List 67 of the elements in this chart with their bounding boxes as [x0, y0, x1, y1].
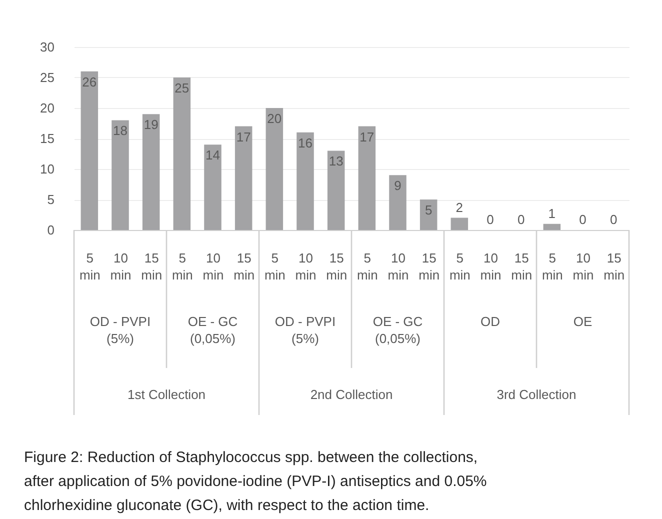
x-tick-label: 10 min — [110, 250, 132, 282]
y-tick-label: 25 — [40, 70, 54, 85]
x-tick-label: 5 min — [449, 250, 470, 282]
y-tick-label: 15 — [40, 131, 54, 146]
data-label: 0 — [579, 212, 586, 227]
data-label: 25 — [174, 80, 190, 96]
text: OE — [573, 314, 592, 329]
data-label: 2 — [456, 200, 464, 215]
bar — [358, 126, 376, 230]
x-tick-label: 10 min — [480, 250, 502, 282]
x-tick-label: 10 min — [388, 250, 409, 282]
x-tick-label: 10 min — [202, 250, 224, 282]
bar — [420, 200, 438, 230]
text: OD — [480, 314, 500, 329]
x-tick-label: 15 min — [604, 250, 625, 282]
bar — [389, 175, 406, 230]
text: OD - PVPI (5%) — [90, 314, 151, 346]
data-label: 17 — [236, 129, 251, 144]
data-label: 13 — [328, 154, 344, 169]
data-label: 5 — [424, 202, 432, 218]
y-tick-label: 10 — [40, 162, 54, 176]
x-tick-label: 5 min — [542, 250, 563, 282]
data-label: 0 — [486, 212, 494, 227]
bar — [296, 132, 314, 230]
data-label: 16 — [298, 135, 312, 150]
x-tick-label: 10 min — [295, 250, 316, 282]
text: 3rd Collection — [496, 387, 576, 402]
text: OE - GC (0,05%) — [372, 314, 423, 346]
bar — [204, 144, 222, 230]
bar — [80, 71, 98, 230]
text: OD - PVPI (5%) — [274, 314, 336, 346]
data-label: 26 — [82, 74, 97, 90]
data-label: 17 — [360, 129, 374, 144]
bar — [173, 78, 191, 230]
x-tick-label: 15 min — [326, 250, 348, 282]
bar — [142, 114, 160, 230]
text: 2nd Collection — [310, 387, 393, 402]
data-label: 0 — [610, 212, 618, 227]
data-label: 18 — [113, 123, 128, 138]
data-label: 20 — [267, 111, 282, 126]
data-label: 19 — [144, 117, 158, 132]
x-tick-label: 15 min — [418, 250, 440, 282]
x-tick-label: 15 min — [141, 250, 162, 282]
y-tick-label: 30 — [40, 40, 54, 54]
caption: Figure 2: Reduction of Staphylococcus spp. between the collections, after application of 5% povidone-iodine (PVP-I) antiseptics and 0.05% chlorhexidine gluconate (GC), with respect to the action time. — [24, 449, 487, 514]
data-label: 1 — [548, 206, 556, 221]
x-tick-label: 10 min — [572, 250, 594, 282]
x-tick-label: 15 min — [234, 250, 255, 282]
bar — [266, 108, 284, 230]
x-tick-label: 15 min — [511, 250, 532, 282]
text: OE - GC (0,05%) — [188, 314, 238, 346]
x-tick-label: 5 min — [172, 250, 193, 282]
x-tick-label: 5 min — [79, 250, 100, 282]
text: 1st Collection — [127, 387, 206, 402]
bar — [234, 126, 252, 230]
data-label: 9 — [394, 178, 402, 194]
x-tick-label: 5 min — [264, 250, 286, 282]
bar — [543, 224, 561, 230]
data-label: 0 — [517, 212, 525, 227]
bar — [450, 218, 468, 230]
y-tick-label: 5 — [47, 192, 54, 207]
bar — [327, 150, 345, 230]
x-tick-label: 5 min — [356, 250, 378, 282]
y-tick-label: 20 — [40, 100, 54, 116]
y-tick-label: 0 — [47, 222, 54, 238]
data-label: 14 — [206, 148, 220, 163]
bar — [112, 120, 129, 230]
